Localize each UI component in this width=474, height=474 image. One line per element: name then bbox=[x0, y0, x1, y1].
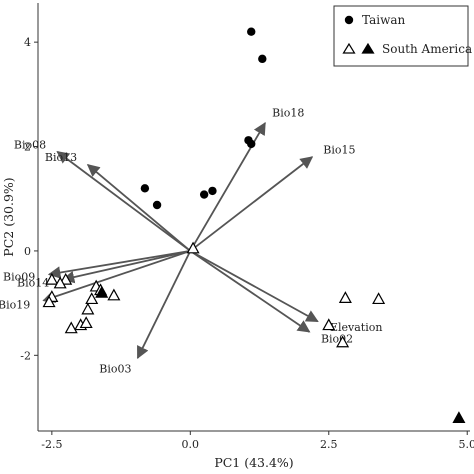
point-taiwan bbox=[258, 54, 267, 64]
y-axis-label: PC2 (30.9%) bbox=[1, 177, 16, 256]
vector-arrow-bio19 bbox=[42, 250, 191, 303]
point-south-america-open bbox=[45, 272, 59, 285]
vector-arrow-elevation bbox=[189, 250, 319, 323]
x-axis-ticks: -2.5 0.0 2.5 5.0 bbox=[41, 431, 474, 451]
vector-label-bio03: Bio03 bbox=[99, 363, 131, 376]
x-tick-label: 2.5 bbox=[320, 438, 338, 451]
x-tick-label: -2.5 bbox=[41, 438, 62, 451]
point-south-america-open bbox=[53, 276, 67, 289]
vector-label-bio09: Bio09 bbox=[3, 270, 35, 283]
x-axis-label: PC1 (43.4%) bbox=[214, 455, 293, 470]
vector-arrow-bio15 bbox=[189, 156, 314, 252]
point-south-america-open bbox=[42, 295, 56, 308]
point-south-america-open bbox=[322, 318, 336, 331]
vector-label-bio15: Bio15 bbox=[323, 144, 355, 157]
vector-arrow-bio09 bbox=[47, 250, 191, 279]
vector-label-bio19: Bio19 bbox=[0, 298, 30, 311]
point-south-america-open bbox=[81, 302, 95, 315]
vector-arrow-bio02 bbox=[189, 250, 311, 333]
legend-box bbox=[333, 5, 469, 67]
vector-arrow-bio14 bbox=[61, 250, 191, 284]
point-taiwan bbox=[140, 184, 150, 193]
legend: Taiwan South America bbox=[333, 5, 472, 67]
point-taiwan bbox=[247, 27, 256, 36]
legend-marker-filled-triangle bbox=[361, 42, 375, 54]
point-taiwan bbox=[199, 190, 209, 199]
y-tick-label: 4 bbox=[24, 36, 31, 49]
point-south-america-open bbox=[338, 291, 352, 304]
point-taiwan bbox=[152, 200, 162, 210]
vector-label-bio18: Bio18 bbox=[272, 107, 304, 120]
vector-label-elevation: Elevation bbox=[330, 321, 382, 334]
vector-arrow-bio03 bbox=[136, 250, 192, 360]
point-south-america-open bbox=[107, 288, 121, 301]
vector-label-bio02: Bio02 bbox=[321, 333, 353, 346]
point-south-america-open bbox=[186, 241, 200, 254]
vector-label-bio14: Bio14 bbox=[17, 276, 49, 289]
point-south-america-open bbox=[85, 292, 99, 305]
point-taiwan bbox=[208, 186, 217, 196]
y-axis-ticks: 4 2 0 -2 bbox=[20, 36, 38, 362]
data-points bbox=[42, 27, 466, 424]
legend-label-taiwan: Taiwan bbox=[362, 13, 405, 27]
point-south-america-filled bbox=[95, 285, 109, 298]
point-south-america-open bbox=[79, 316, 93, 329]
vector-arrow-bio08 bbox=[56, 151, 191, 252]
vector-label-bio13: Bio13 bbox=[45, 151, 77, 164]
vector-arrow-bio13 bbox=[86, 163, 191, 252]
legend-marker-open-triangle bbox=[342, 42, 356, 54]
y-tick-label: 2 bbox=[24, 141, 31, 154]
legend-label-south-america: South America bbox=[382, 42, 472, 56]
x-tick-label: 0.0 bbox=[182, 438, 200, 451]
point-south-america-open bbox=[336, 335, 350, 348]
x-tick-label: 5.0 bbox=[458, 438, 474, 451]
point-taiwan bbox=[247, 139, 256, 149]
y-tick-label: -2 bbox=[20, 349, 31, 362]
point-south-america-open bbox=[372, 292, 386, 305]
y-tick-label: 0 bbox=[24, 245, 31, 258]
point-south-america-filled bbox=[452, 411, 466, 424]
vector-label-bio08: Bio08 bbox=[14, 139, 46, 152]
legend-marker-filled-circle bbox=[344, 15, 354, 25]
point-south-america-open bbox=[64, 321, 78, 334]
